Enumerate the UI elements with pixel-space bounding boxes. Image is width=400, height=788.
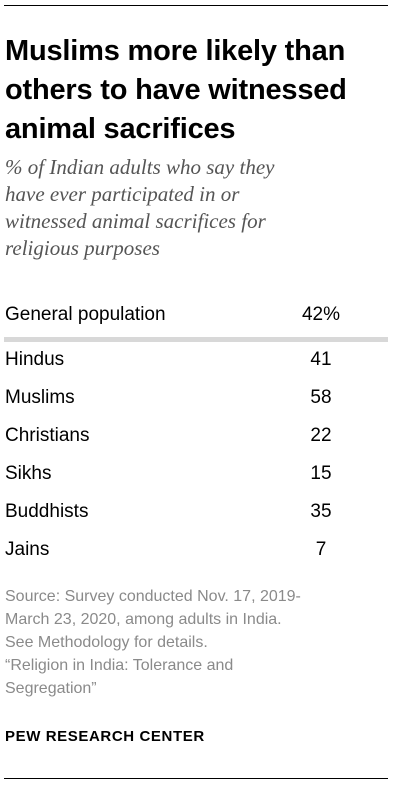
row-value: 22 — [310, 425, 332, 446]
subtitle-line: have ever participated in or — [5, 182, 240, 206]
row-value: 42% — [301, 304, 341, 325]
table-divider — [4, 337, 388, 342]
top-rule — [4, 5, 388, 6]
row-label: Jains — [5, 539, 50, 560]
table-row: General population 42% — [5, 300, 385, 330]
table-row: Hindus 41 — [5, 345, 385, 375]
row-value: 7 — [315, 539, 327, 560]
source-line: Segregation” — [5, 680, 97, 697]
row-label: Sikhs — [5, 463, 52, 484]
table-row: Christians 22 — [5, 421, 385, 451]
title-line: Muslims more likely than — [5, 35, 346, 67]
brand-logo-text: PEW RESEARCH CENTER — [5, 728, 205, 745]
title-line: others to have witnessed — [5, 74, 347, 106]
subtitle-line: % of Indian adults who say they — [5, 155, 275, 179]
bottom-rule — [4, 778, 388, 779]
subtitle-line: witnessed animal sacrifices for — [5, 209, 266, 233]
table-row: Muslims 58 — [5, 383, 385, 413]
row-label: Muslims — [5, 387, 75, 408]
source-line: See Methodology for details. — [5, 634, 208, 651]
title-line: animal sacrifices — [5, 113, 236, 145]
source-line: March 23, 2020, among adults in India. — [5, 611, 282, 628]
chart-subtitle: % of Indian adults who say they have eve… — [5, 154, 390, 262]
row-label: Hindus — [5, 349, 65, 370]
subtitle-line: religious purposes — [5, 236, 160, 260]
source-line: Source: Survey conducted Nov. 17, 2019- — [5, 588, 301, 605]
row-value: 35 — [310, 501, 332, 522]
source-note: Source: Survey conducted Nov. 17, 2019- … — [5, 585, 390, 700]
source-line: “Religion in India: Tolerance and — [5, 657, 234, 674]
table-row: Buddhists 35 — [5, 497, 385, 527]
table-row: Sikhs 15 — [5, 459, 385, 489]
row-label: General population — [5, 304, 166, 325]
row-value: 41 — [310, 349, 332, 370]
table-row: Jains 7 — [5, 535, 385, 565]
row-value: 15 — [310, 463, 332, 484]
row-label: Christians — [5, 425, 90, 446]
row-label: Buddhists — [5, 501, 89, 522]
row-value: 58 — [310, 387, 332, 408]
chart-title: Muslims more likely than others to have … — [5, 32, 390, 149]
